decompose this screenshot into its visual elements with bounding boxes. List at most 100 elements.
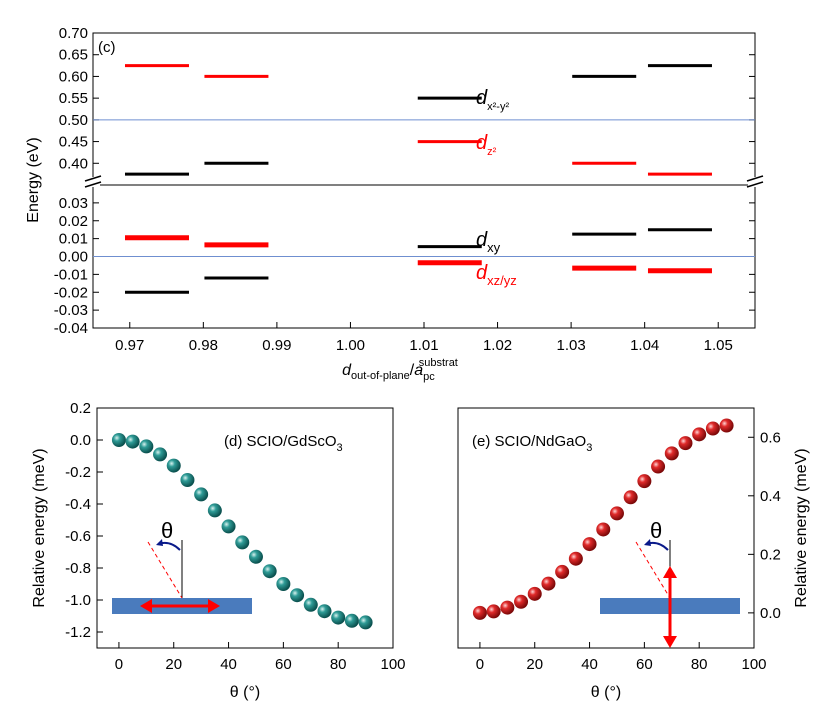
panel-c-levels	[124, 64, 712, 294]
panel-e-data-point	[705, 421, 720, 436]
panel-c-ytick-label: 0.02	[59, 213, 88, 230]
panel-e-data-point	[609, 506, 624, 521]
panel-e-data-point	[527, 586, 542, 601]
panel-c-ytick-label: 0.00	[59, 249, 88, 266]
panel-d-xtick-label: 80	[330, 656, 347, 673]
panel-c-ytick-label: 0.70	[59, 25, 88, 42]
panel-c-xtick-label: 0.98	[189, 337, 218, 354]
panel-c-ytick-label: -0.04	[54, 320, 88, 337]
panel-d-ytick-label: 0.2	[70, 400, 91, 417]
panel-c-xtick-label: 1.02	[483, 337, 512, 354]
panel-e-inset: θ	[600, 518, 740, 648]
panel-e-data-point	[472, 605, 487, 620]
panel-d-ytick-label: -0.8	[65, 560, 91, 577]
panel-d-frame	[96, 407, 394, 649]
panel-e-data-point	[637, 474, 652, 489]
panel-e-tilt-line	[635, 541, 671, 599]
panel-e-data-point	[500, 600, 515, 615]
panel-c-tag: (c)	[98, 39, 116, 56]
panel-d-data-point	[111, 433, 126, 447]
panel-c-xtick-label: 1.05	[704, 337, 733, 354]
panel-c-xtick-label: 1.03	[557, 337, 586, 354]
panel-c-ytick-label: 0.40	[59, 155, 88, 172]
panel-c-upper-frame	[92, 32, 756, 186]
panel-e-theta: θ	[650, 518, 662, 543]
panel-c-ytick-label: 0.45	[59, 134, 88, 151]
panel-c: (c) 0.97 0.98 0.99 1.00 1.01 1.02 1.03 1.04 1.05…	[25, 25, 764, 383]
panel-d-data-point	[194, 487, 209, 502]
panel-e-data-point	[596, 522, 611, 537]
panel-c-ytick-label: 0.55	[59, 90, 88, 107]
panel-d-ytick-label: -0.2	[65, 464, 91, 481]
panel-d-ytick-label: 0.0	[70, 432, 91, 449]
panel-e-data-point	[541, 576, 556, 591]
panel-e-xtick-label: 80	[691, 656, 708, 673]
panel-d-theta: θ	[161, 518, 173, 543]
panel-d-ylabel: Relative energy (meV)	[31, 448, 48, 607]
panel-d-xtick-label: 100	[380, 656, 405, 673]
panel-d-data-point	[221, 519, 236, 534]
panel-d-axes: 0 20 40 60 80 100 -1.2 -1.0 -0.8 -0.6 -0.4 -0.2 0.0 0…	[65, 400, 405, 673]
panel-c-axes: 0.97 0.98 0.99 1.00 1.01 1.02 1.03 1.04 1.05 0.40…	[54, 25, 755, 354]
panel-e-data-point	[486, 604, 501, 619]
panel-d-data-point	[180, 473, 195, 487]
panel-d-data-point	[276, 577, 291, 591]
label-dx2y2: dx²-y²	[476, 87, 509, 113]
panel-d-ytick-label: -0.6	[65, 528, 91, 545]
panel-e-xtick-label: 40	[581, 656, 598, 673]
panel-e-data-point	[692, 427, 707, 442]
panel-e-ytick-label: 0.0	[760, 605, 781, 622]
panel-c-xlabel: dout-of-plane/apcsubstrat	[342, 357, 458, 383]
panel-d-tilt-line	[147, 541, 183, 599]
panel-e-ytick-label: 0.6	[760, 429, 781, 446]
panel-e-data-point	[664, 446, 679, 461]
panel-e-xlabel: θ (°)	[591, 684, 621, 701]
panel-d-xtick-label: 0	[115, 656, 123, 673]
panel-d-points	[111, 433, 373, 630]
panel-e-xtick-label: 60	[636, 656, 653, 673]
panel-d-data-point	[153, 447, 168, 462]
panel-d-ytick-label: -0.4	[65, 496, 91, 513]
panel-e-ytick-label: 0.2	[760, 546, 781, 563]
panel-d-data-point	[358, 615, 373, 630]
panel-d-data-point	[262, 564, 277, 579]
panel-e-data-point	[555, 564, 570, 579]
panel-c-axis-break	[84, 175, 764, 188]
panel-d-data-point	[290, 588, 305, 603]
panel-e-data-point	[582, 537, 597, 552]
panel-d-data-point	[303, 597, 318, 612]
panel-c-ytick-label: -0.03	[54, 302, 88, 319]
panel-d-data-point	[317, 604, 332, 619]
panel-e-data-point	[623, 490, 638, 505]
panel-e-frame	[457, 407, 755, 649]
panel-e-title: (e) SCIO/NdGaO3	[472, 433, 592, 454]
panel-c-xtick-label: 1.01	[409, 337, 438, 354]
panel-c-ytick-label: -0.01	[54, 266, 88, 283]
panel-d-title: (d) SCIO/GdScO3	[224, 433, 343, 454]
panel-d-data-point	[235, 535, 250, 550]
panel-d-xtick-label: 60	[275, 656, 292, 673]
panel-e-ytick-label: 0.4	[760, 488, 781, 505]
label-dxy: dxy	[476, 229, 501, 255]
label-dz2: dz²	[476, 132, 497, 158]
panel-c-ytick-label: -0.02	[54, 284, 88, 301]
panel-d-data-point	[139, 439, 154, 454]
panel-c-xtick-label: 1.00	[336, 337, 365, 354]
panel-c-ylabel: Energy (eV)	[25, 137, 42, 222]
panel-d-data-point	[248, 549, 263, 564]
panel-c-ytick-label: 0.01	[59, 231, 88, 248]
panel-d-ytick-label: -1.2	[65, 624, 91, 641]
panel-e-xtick-label: 100	[741, 656, 766, 673]
panel-e-data-point	[678, 436, 693, 451]
panel-c-ytick-label: 0.65	[59, 47, 88, 64]
panel-e-axes: 0 20 40 60 80 100 0.0 0.2 0.4 0.6	[476, 429, 781, 673]
panel-e-ylabel: Relative energy (meV)	[793, 448, 810, 607]
panel-d: 0 20 40 60 80 100 -1.2 -1.0 -0.8 -0.6 -0.4 -0.2 0.0 0…	[31, 400, 406, 701]
label-dxzyz: dxz/yz	[476, 262, 517, 288]
panel-e-xtick-label: 0	[476, 656, 484, 673]
panel-d-ytick-label: -1.0	[65, 592, 91, 609]
panel-d-xtick-label: 20	[165, 656, 182, 673]
panel-d-data-point	[207, 503, 222, 518]
panel-e-data-point	[651, 459, 666, 474]
